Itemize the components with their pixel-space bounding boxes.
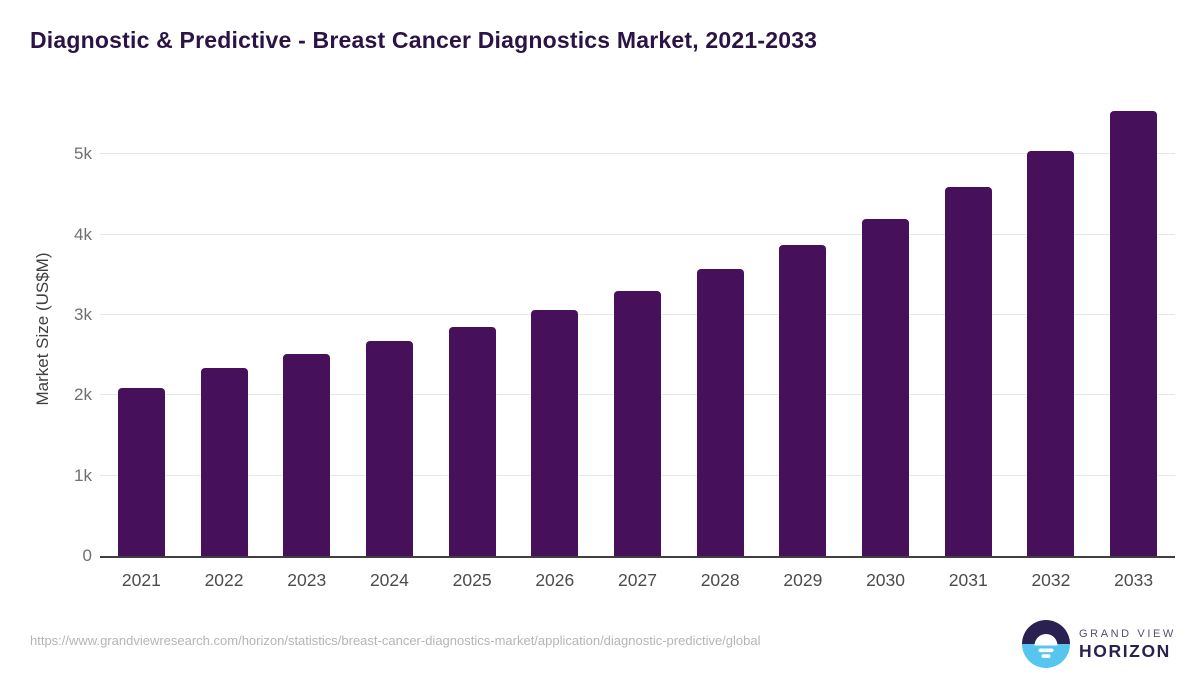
bar-2021 — [117, 388, 165, 556]
bar-slot-2029 — [762, 100, 845, 556]
y-tick-1k: 1k — [74, 465, 92, 485]
bar-2025 — [448, 326, 496, 556]
bar-slot-2023 — [265, 100, 348, 556]
bar-slot-2024 — [348, 100, 431, 556]
bar-slot-2028 — [679, 100, 762, 556]
logo-text: GRAND VIEW HORIZON — [1079, 626, 1176, 662]
bar-slot-2032 — [1010, 100, 1093, 556]
bar-slot-2022 — [183, 100, 266, 556]
bar-2030 — [862, 218, 910, 556]
bar-2028 — [696, 269, 744, 556]
gridline-5k — [100, 153, 1175, 155]
bar-2027 — [613, 291, 661, 556]
y-tick-0: 0 — [82, 546, 92, 565]
chart-title: Diagnostic & Predictive - Breast Cancer … — [30, 27, 818, 53]
bar-2026 — [531, 309, 579, 556]
bar-slot-2021 — [100, 100, 183, 556]
gridline-4k — [100, 233, 1175, 235]
x-tick-2025: 2025 — [452, 570, 492, 590]
bar-2024 — [365, 341, 413, 556]
x-tick-2029: 2029 — [783, 570, 823, 590]
x-tick-2032: 2032 — [1031, 570, 1071, 590]
x-tick-2030: 2030 — [866, 570, 905, 590]
bar-2032 — [1027, 151, 1075, 556]
horizon-sun-icon — [1022, 620, 1070, 668]
bar-2029 — [779, 244, 827, 556]
x-tick-2022: 2022 — [204, 570, 244, 590]
y-tick-2k: 2k — [74, 385, 92, 405]
x-tick-2027: 2027 — [618, 570, 657, 590]
y-tick-3k: 3k — [74, 304, 92, 324]
bar-slot-2027 — [596, 100, 679, 556]
bar-2022 — [200, 367, 248, 556]
x-tick-2026: 2026 — [535, 570, 575, 590]
x-tick-2031: 2031 — [948, 570, 988, 590]
x-axis-tick-labels: 2021 2022 2023 2024 2025 2026 2027 2028 2029 2030… — [100, 570, 1175, 591]
bar-slot-2031 — [927, 100, 1010, 556]
logo-grand-view-label: GRAND VIEW — [1079, 628, 1176, 640]
bar-2033 — [1110, 110, 1158, 556]
x-tick-2024: 2024 — [369, 570, 409, 590]
source-url: https://www.grandviewresearch.com/horizo… — [30, 633, 761, 648]
bar-2023 — [283, 354, 331, 556]
x-tick-2028: 2028 — [700, 570, 740, 590]
bar-series — [100, 100, 1175, 556]
x-tick-2023: 2023 — [287, 570, 327, 590]
y-tick-5k: 5k — [74, 144, 92, 164]
x-tick-2033: 2033 — [1114, 570, 1154, 590]
bar-2031 — [944, 187, 992, 556]
bar-slot-2030 — [844, 100, 927, 556]
bar-slot-2033 — [1092, 100, 1175, 556]
logo-horizon-label: HORIZON — [1079, 641, 1171, 661]
y-tick-4k: 4k — [74, 224, 92, 244]
y-axis-tick-labels: 0 1k 2k 3k 4k 5k — [20, 100, 92, 565]
plot-area — [100, 100, 1175, 558]
bar-slot-2026 — [513, 100, 596, 556]
grandview-horizon-logo: GRAND VIEW HORIZON — [1022, 620, 1176, 668]
x-tick-2021: 2021 — [121, 570, 161, 590]
bar-slot-2025 — [431, 100, 514, 556]
